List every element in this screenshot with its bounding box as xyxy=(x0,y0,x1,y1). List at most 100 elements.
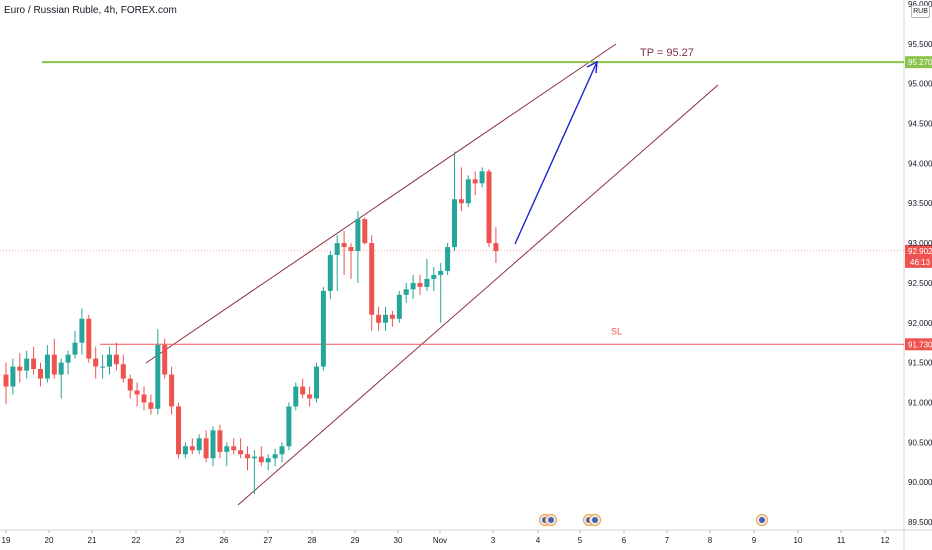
candle-body xyxy=(265,458,271,463)
candle-body xyxy=(134,390,140,395)
candle-body xyxy=(355,219,361,252)
candle-body xyxy=(44,354,50,379)
time-tick-label: 4 xyxy=(536,536,541,545)
candle-body xyxy=(113,354,119,365)
candle-body xyxy=(272,454,278,459)
candle-body xyxy=(334,243,340,256)
price-tick-label: 96.000 xyxy=(908,0,932,9)
candle-body xyxy=(148,402,154,409)
price-tick-label: 91.000 xyxy=(908,398,932,407)
price-axis[interactable]: 96.000 95.500 95.000 94.500 94.000 93.500 93.0… xyxy=(908,0,932,527)
candle-body xyxy=(376,314,382,323)
stop-loss-label: SL xyxy=(611,326,622,336)
candle-body xyxy=(127,378,133,391)
candle-body xyxy=(169,374,175,407)
time-tick-label: 27 xyxy=(264,536,273,545)
current-price-text: 92.902 xyxy=(908,247,932,256)
candle-body xyxy=(182,446,188,455)
candle-body xyxy=(445,247,451,271)
candle-body xyxy=(417,282,423,287)
time-axis[interactable]: 19 20 21 22 23 26 27 28 29 30 Nov 3 4 5 6 7 8 9 10 11 12 xyxy=(2,530,890,545)
price-tick-label: 95.000 xyxy=(908,80,932,89)
time-tick-label: 19 xyxy=(2,536,11,545)
price-tick-label: 91.500 xyxy=(908,359,932,368)
time-tick-label: 6 xyxy=(622,536,627,545)
candle-body xyxy=(251,456,257,459)
candle-body xyxy=(224,446,230,452)
candle-body xyxy=(245,454,250,459)
candle-body xyxy=(51,354,57,375)
candle-body xyxy=(189,446,195,451)
candle-body xyxy=(141,394,147,403)
time-tick-label: 28 xyxy=(308,536,317,545)
time-tick-label: 8 xyxy=(708,536,713,545)
candle-body xyxy=(341,243,347,248)
candle-body xyxy=(93,358,99,367)
price-tick-label: 92.500 xyxy=(908,279,932,288)
event-marker-dot xyxy=(759,517,765,523)
candle-body xyxy=(65,354,71,363)
projection-arrow-line xyxy=(514,63,597,245)
time-tick-label: 11 xyxy=(837,536,846,545)
time-tick-label: 29 xyxy=(351,536,360,545)
time-tick-label: 21 xyxy=(88,536,97,545)
event-markers[interactable] xyxy=(538,513,769,527)
candle-body xyxy=(155,345,161,409)
candle-body xyxy=(486,171,492,244)
time-tick-label: 22 xyxy=(132,536,141,545)
candle-body xyxy=(458,199,464,204)
time-tick-label: 10 xyxy=(794,536,803,545)
candle-body xyxy=(238,450,244,455)
event-marker-dot xyxy=(548,517,554,523)
time-tick-label: 23 xyxy=(176,536,185,545)
candle-body xyxy=(465,179,471,204)
candle-body xyxy=(24,358,30,371)
candle-body xyxy=(210,430,216,459)
price-tick-label: 95.500 xyxy=(908,40,932,49)
price-tick-label: 92.000 xyxy=(908,319,932,328)
candle-body xyxy=(31,358,37,369)
candle-body xyxy=(86,318,92,359)
candle-body xyxy=(203,438,209,459)
candle-body xyxy=(279,446,285,455)
candle-body xyxy=(348,247,354,252)
stop-loss-price-text: 91.730 xyxy=(908,340,932,349)
time-tick-label: 7 xyxy=(665,536,670,545)
candle-body xyxy=(3,374,9,387)
current-price-tag xyxy=(905,244,932,268)
candles xyxy=(3,151,499,495)
candle-body xyxy=(403,289,409,295)
projection-arrow-head xyxy=(586,60,598,74)
event-marker-dot xyxy=(592,517,598,523)
time-tick-label: 9 xyxy=(752,536,757,545)
candle-body xyxy=(120,364,126,379)
candle-body xyxy=(431,274,437,279)
candle-body xyxy=(320,290,326,367)
candle-body xyxy=(396,294,402,319)
drawings xyxy=(514,60,598,245)
price-tick-label: 94.000 xyxy=(908,159,932,168)
candle-body xyxy=(217,430,223,452)
countdown-text: 46:13 xyxy=(910,258,931,267)
stop-loss-price-tag xyxy=(905,338,932,351)
candle-body xyxy=(10,366,16,387)
currency-label[interactable]: RUB xyxy=(911,5,930,18)
price-tick-label: 89.500 xyxy=(908,518,932,527)
time-tick-label: 26 xyxy=(220,536,229,545)
price-tick-label: 93.000 xyxy=(908,239,932,248)
candle-body xyxy=(107,354,112,367)
candle-body xyxy=(452,199,457,248)
candle-body xyxy=(369,243,375,315)
take-profit-price-tag xyxy=(905,56,932,69)
candle-body xyxy=(286,406,292,447)
symbol-header: Euro / Russian Ruble, 4h, FOREX.com xyxy=(4,5,177,16)
time-tick-label: 3 xyxy=(491,536,496,545)
candle-body xyxy=(72,342,78,355)
candle-body xyxy=(258,456,264,463)
channel-upper-line xyxy=(145,43,617,364)
candle-body xyxy=(196,438,202,451)
time-tick-label: 20 xyxy=(45,536,54,545)
